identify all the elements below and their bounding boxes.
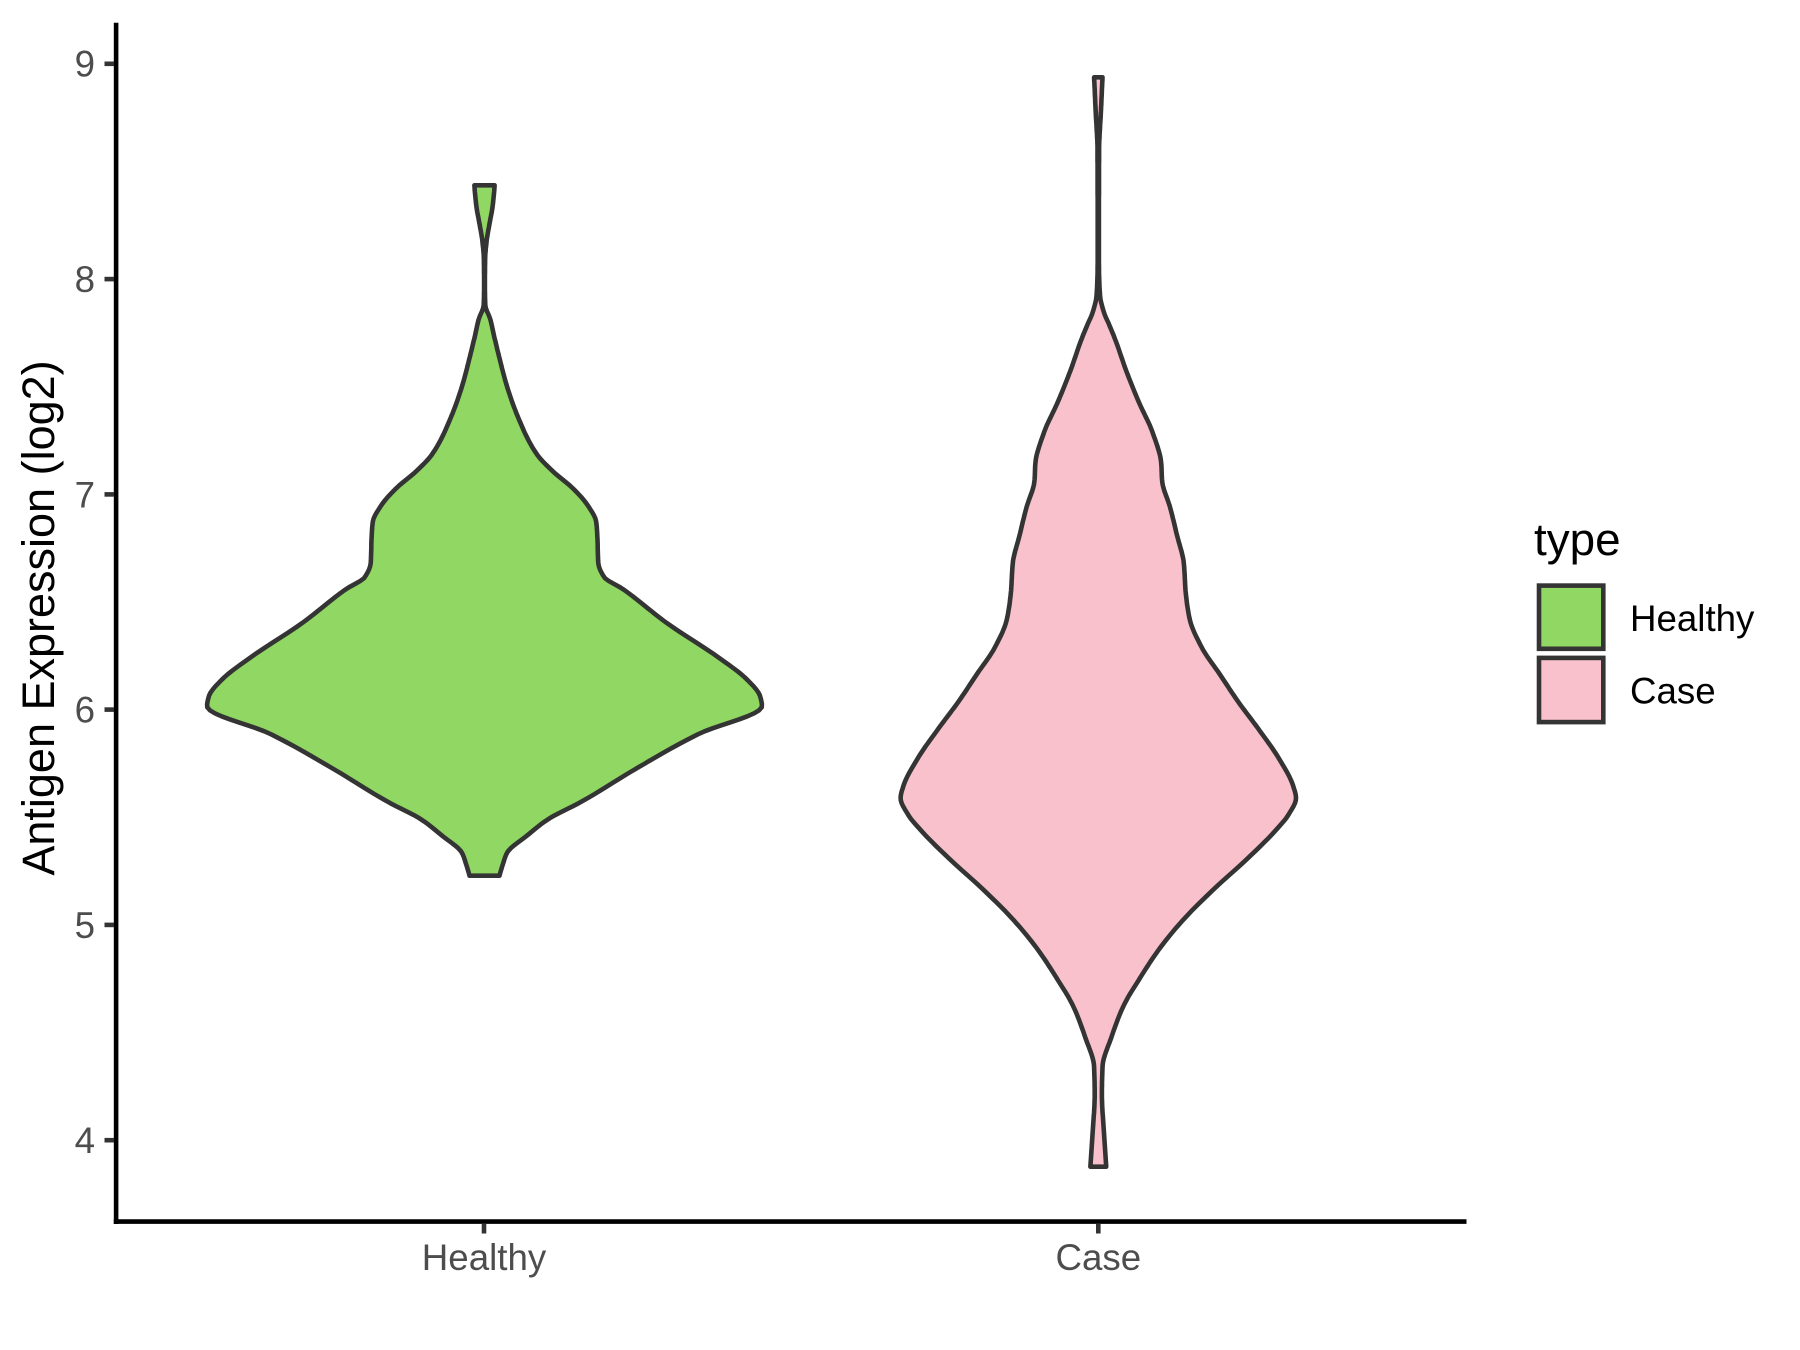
svg-text:9: 9 [75,44,95,85]
svg-text:8: 8 [75,259,95,300]
svg-text:Case: Case [1055,1237,1141,1278]
svg-text:Antigen Expression (log2): Antigen Expression (log2) [13,360,64,875]
svg-text:type: type [1534,514,1621,565]
svg-text:7: 7 [75,474,95,515]
svg-text:Healthy: Healthy [1630,598,1755,639]
svg-text:4: 4 [75,1120,95,1161]
svg-text:Healthy: Healthy [422,1237,547,1278]
svg-text:Case: Case [1630,671,1716,712]
svg-text:6: 6 [75,690,95,731]
svg-text:5: 5 [75,905,95,946]
